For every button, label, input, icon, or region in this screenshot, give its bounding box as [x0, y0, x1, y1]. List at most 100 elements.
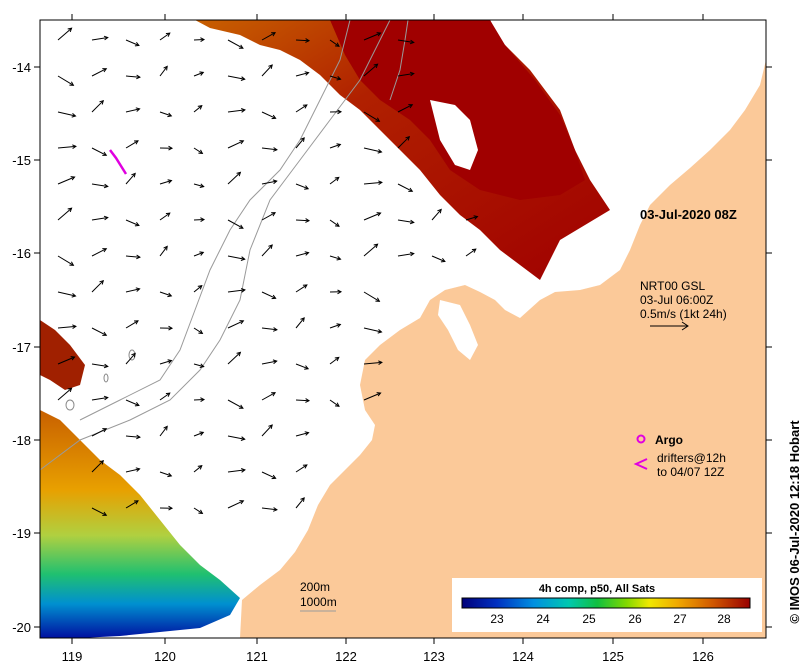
lat-tick-label: -19	[12, 526, 31, 541]
australia-landmass	[240, 20, 766, 638]
colorbar-tick: 23	[490, 612, 504, 626]
current-vector-arrow	[363, 392, 381, 401]
current-vector-arrow	[227, 172, 241, 185]
current-vector-arrowhead	[136, 74, 141, 80]
current-vector-arrow	[261, 360, 277, 365]
current-vector-arrowhead	[376, 32, 382, 37]
current-vector-arrow	[159, 392, 171, 401]
current-vector-arrow	[295, 432, 309, 437]
current-vectors	[57, 27, 479, 516]
current-vector-arrowhead	[408, 104, 414, 109]
current-vector-arrow	[363, 111, 380, 122]
sst-colorbar: 4h comp, p50, All Sats 23 24 25 26 27 28	[452, 578, 762, 632]
current-vector-arrow	[193, 71, 204, 77]
current-vector-arrow	[193, 431, 204, 437]
drifter-track	[109, 149, 128, 175]
current-vector-arrow	[261, 424, 273, 437]
current-vector-arrowhead	[103, 395, 109, 401]
current-vector-arrowhead	[300, 497, 305, 502]
current-vector-arrowhead	[133, 500, 139, 505]
current-vector-arrowhead	[167, 179, 173, 184]
current-vector-arrow	[57, 255, 74, 266]
current-vector-arrow	[363, 32, 381, 41]
current-vector-arrowhead	[241, 468, 246, 473]
current-vector-arrowhead	[334, 176, 340, 182]
current-vector-arrowhead	[239, 500, 245, 505]
current-vector-arrowhead	[200, 397, 206, 403]
current-vector-arrowhead	[102, 151, 108, 156]
current-vector-arrow	[125, 288, 140, 293]
colorbar-tick: 24	[536, 612, 550, 626]
current-vector-arrow	[193, 399, 205, 401]
lon-tick-label: 125	[602, 649, 624, 664]
current-vector-arrowhead	[168, 325, 174, 331]
current-vector-arrowhead	[409, 39, 415, 45]
current-vector-arrow	[295, 497, 305, 509]
lon-tick-label: 126	[692, 649, 714, 664]
current-vector-arrow	[125, 39, 140, 46]
current-vector-arrowhead	[70, 356, 76, 361]
colorbar-tick: 25	[582, 612, 596, 626]
current-vector-arrowhead	[197, 465, 203, 470]
current-vector-arrowhead	[471, 248, 477, 253]
current-vector-arrow	[227, 435, 245, 440]
isobath-1000m	[79, 20, 351, 421]
current-vector-arrowhead	[131, 352, 136, 358]
current-vector-arrowhead	[103, 363, 109, 369]
isobath-legend: 200m 1000m	[300, 580, 337, 612]
current-vector-arrowhead	[240, 436, 246, 441]
lon-tick-label: 122	[335, 649, 357, 664]
current-vector-arrowhead	[69, 81, 75, 86]
drifters-label-line1: drifters@12h	[657, 451, 726, 465]
current-vector-arrow	[397, 39, 414, 43]
current-vector-arrow	[193, 39, 205, 41]
current-vector-arrowhead	[134, 41, 140, 47]
current-vector-arrowhead	[131, 172, 136, 178]
current-vector-arrow	[261, 244, 273, 257]
current-vector-arrowhead	[305, 398, 311, 403]
current-vector-arrow	[227, 352, 241, 365]
current-vector-arrowhead	[236, 351, 242, 357]
current-vector-arrowhead	[136, 254, 141, 260]
current-vector-arrowhead	[336, 323, 342, 328]
current-vector-arrowhead	[268, 424, 273, 430]
current-vector-arrow	[159, 212, 171, 221]
current-vector-arrowhead	[377, 329, 383, 334]
current-vector-arrowhead	[300, 137, 305, 142]
current-vector-arrow	[227, 219, 244, 229]
scale-arrowhead-icon	[681, 321, 689, 331]
current-vector-arrow	[91, 248, 107, 257]
current-vector-arrow	[91, 280, 104, 293]
current-vector-arrow	[261, 111, 276, 119]
current-vector-arrow	[159, 360, 172, 365]
current-vector-arrow	[363, 147, 382, 153]
colorbar-tick: 26	[628, 612, 642, 626]
colorbar-tick: 28	[717, 612, 731, 626]
current-vector-arrowhead	[334, 222, 340, 227]
current-vector-arrow	[363, 291, 380, 302]
current-vector-arrowhead	[103, 35, 109, 41]
current-vector-arrow	[57, 207, 72, 221]
colorbar-tick: 27	[673, 612, 687, 626]
current-vector-arrow	[57, 75, 74, 86]
current-vector-arrowhead	[165, 392, 171, 397]
current-vector-arrow	[227, 39, 244, 49]
current-vector-arrowhead	[334, 402, 340, 407]
current-vector-arrowhead	[197, 105, 203, 110]
current-vector-arrowhead	[238, 224, 244, 229]
current-vector-arrowhead	[99, 99, 105, 105]
current-vector-arrow	[91, 217, 108, 221]
current-vector-arrowhead	[271, 474, 277, 480]
current-vector-arrow	[363, 181, 382, 185]
current-vector-arrowhead	[378, 360, 383, 366]
lon-tick-label: 123	[423, 649, 445, 664]
current-vector-arrow	[159, 291, 172, 297]
current-vector-arrow	[193, 363, 204, 368]
current-vector-arrow	[125, 219, 140, 226]
current-vector-arrow	[295, 39, 310, 42]
current-vector-arrow	[125, 435, 140, 438]
current-vector-arrowhead	[198, 329, 204, 334]
current-vector-arrowhead	[168, 145, 174, 151]
island	[65, 399, 75, 411]
current-vector-arrowhead	[271, 32, 277, 37]
